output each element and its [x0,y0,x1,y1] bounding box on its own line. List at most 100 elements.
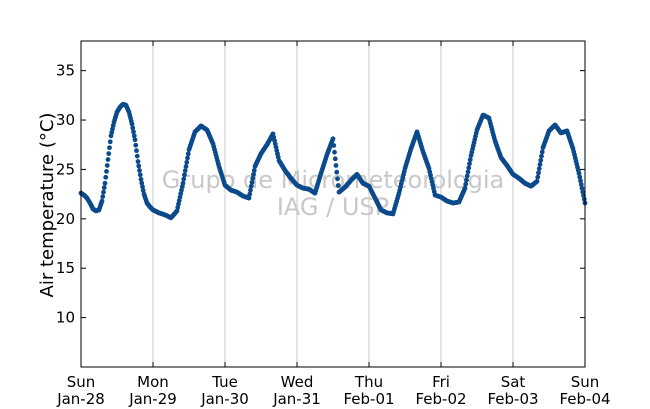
data-point-interp [467,161,472,167]
data-point-interp [464,177,469,183]
data-point-interp [251,171,256,177]
data-point-interp [100,194,106,199]
watermark: Grupo de Micrometeorologia IAG / USP [162,166,504,221]
data-point-interp [249,179,255,185]
data-point-interp [134,153,140,159]
x-tick-label-day: Fri [432,373,450,391]
data-point [129,121,135,127]
data-point-interp [104,163,110,168]
data-point-interp [140,184,145,190]
data-point-interp [334,169,340,175]
data-point-interp [183,164,189,169]
data-point-interp [248,187,253,193]
data-point-interp [250,175,256,181]
x-tick-label-date: Jan-30 [200,390,249,408]
data-point-interp [465,169,471,175]
data-point-interp [335,183,341,188]
data-point-interp [538,157,544,163]
y-tick-label: 25 [56,160,75,178]
data-point-interp [103,174,109,180]
x-tick-label-day: Sat [501,373,526,391]
x-tick-label-date: Jan-28 [56,390,105,408]
data-point-interp [537,162,543,167]
data-point-interp [130,125,136,131]
y-axis: 10 15 20 25 30 35 [56,62,585,327]
data-point-interp [247,191,253,197]
data-point-interp [467,157,473,163]
data-point-interp [136,163,142,169]
data-point-interp [580,189,586,195]
data-point-interp [539,149,545,155]
data-point [99,198,105,204]
x-tick-label-day: Wed [281,373,314,391]
data-point-interp [106,151,112,157]
data-point-interp [185,151,191,157]
x-tick-label-day: Tue [211,373,238,391]
data-point [138,176,144,182]
x-tick-label-day: Thu [354,373,383,391]
data-point-interp [331,143,337,148]
data-point-interp [134,148,139,154]
data-point-interp [335,176,340,182]
data-point-interp [577,174,583,180]
data-point-interp [101,185,107,191]
data-point [102,180,108,186]
data-point [180,180,186,186]
data-point [462,185,468,191]
watermark-line-1: Grupo de Micrometeorologia [162,166,504,194]
vertical-grid [152,41,514,367]
x-tick-label-date: Jan-31 [272,390,321,408]
x-tick-label-date: Feb-03 [487,390,538,408]
data-point-interp [181,176,187,182]
x-tick-label-date: Feb-01 [343,390,394,408]
data-point-interp [535,174,541,180]
data-point-interp [332,156,338,162]
data-point-interp [536,166,542,172]
data-point-interp [104,169,109,174]
watermark-line-2: IAG / USP [277,193,389,221]
data-point-interp [464,173,470,179]
data-point-interp [248,183,254,189]
x-tick-label-day: Sun [571,373,600,391]
data-point-interp [140,188,146,193]
data-point-interp [539,153,544,159]
data-points [78,101,588,221]
data-point-interp [184,159,190,165]
data-point [135,159,141,164]
data-point-interp [463,181,469,187]
data-point-interp [185,155,190,161]
data-point-interp [107,145,112,151]
x-tick-label-date: Jan-29 [128,390,177,408]
data-point-interp [332,149,337,155]
data-point-interp [578,178,583,184]
data-point [330,136,336,142]
plot-frame [80,40,586,368]
data-point [576,170,582,176]
data-point-interp [139,180,145,186]
data-point-interp [251,168,257,173]
data-point [534,178,540,184]
y-tick-label: 15 [56,259,75,277]
data-point-interp [466,165,472,171]
data-point-interp [579,185,585,191]
x-tick-label-day: Sun [67,373,96,391]
data-point-interp [137,172,143,178]
data-point [105,157,111,162]
y-axis-label: Air temperature (°C) [37,113,58,298]
data-point-interp [182,168,188,174]
data-point-interp [131,133,137,139]
data-point-interp [137,168,142,173]
data-point-interp [182,172,187,178]
data-point-interp [133,142,139,148]
y-tick-label: 20 [56,210,75,228]
y-tick-label: 35 [56,62,75,80]
x-tick-label-date: Feb-04 [559,390,610,408]
data-point [246,195,252,201]
x-tick-label-day: Mon [137,373,169,391]
data-point-interp [131,129,136,135]
data-point [132,137,138,143]
data-point-interp [333,163,339,168]
y-tick-label: 30 [56,111,75,129]
x-tick-label-date: Feb-02 [415,390,466,408]
